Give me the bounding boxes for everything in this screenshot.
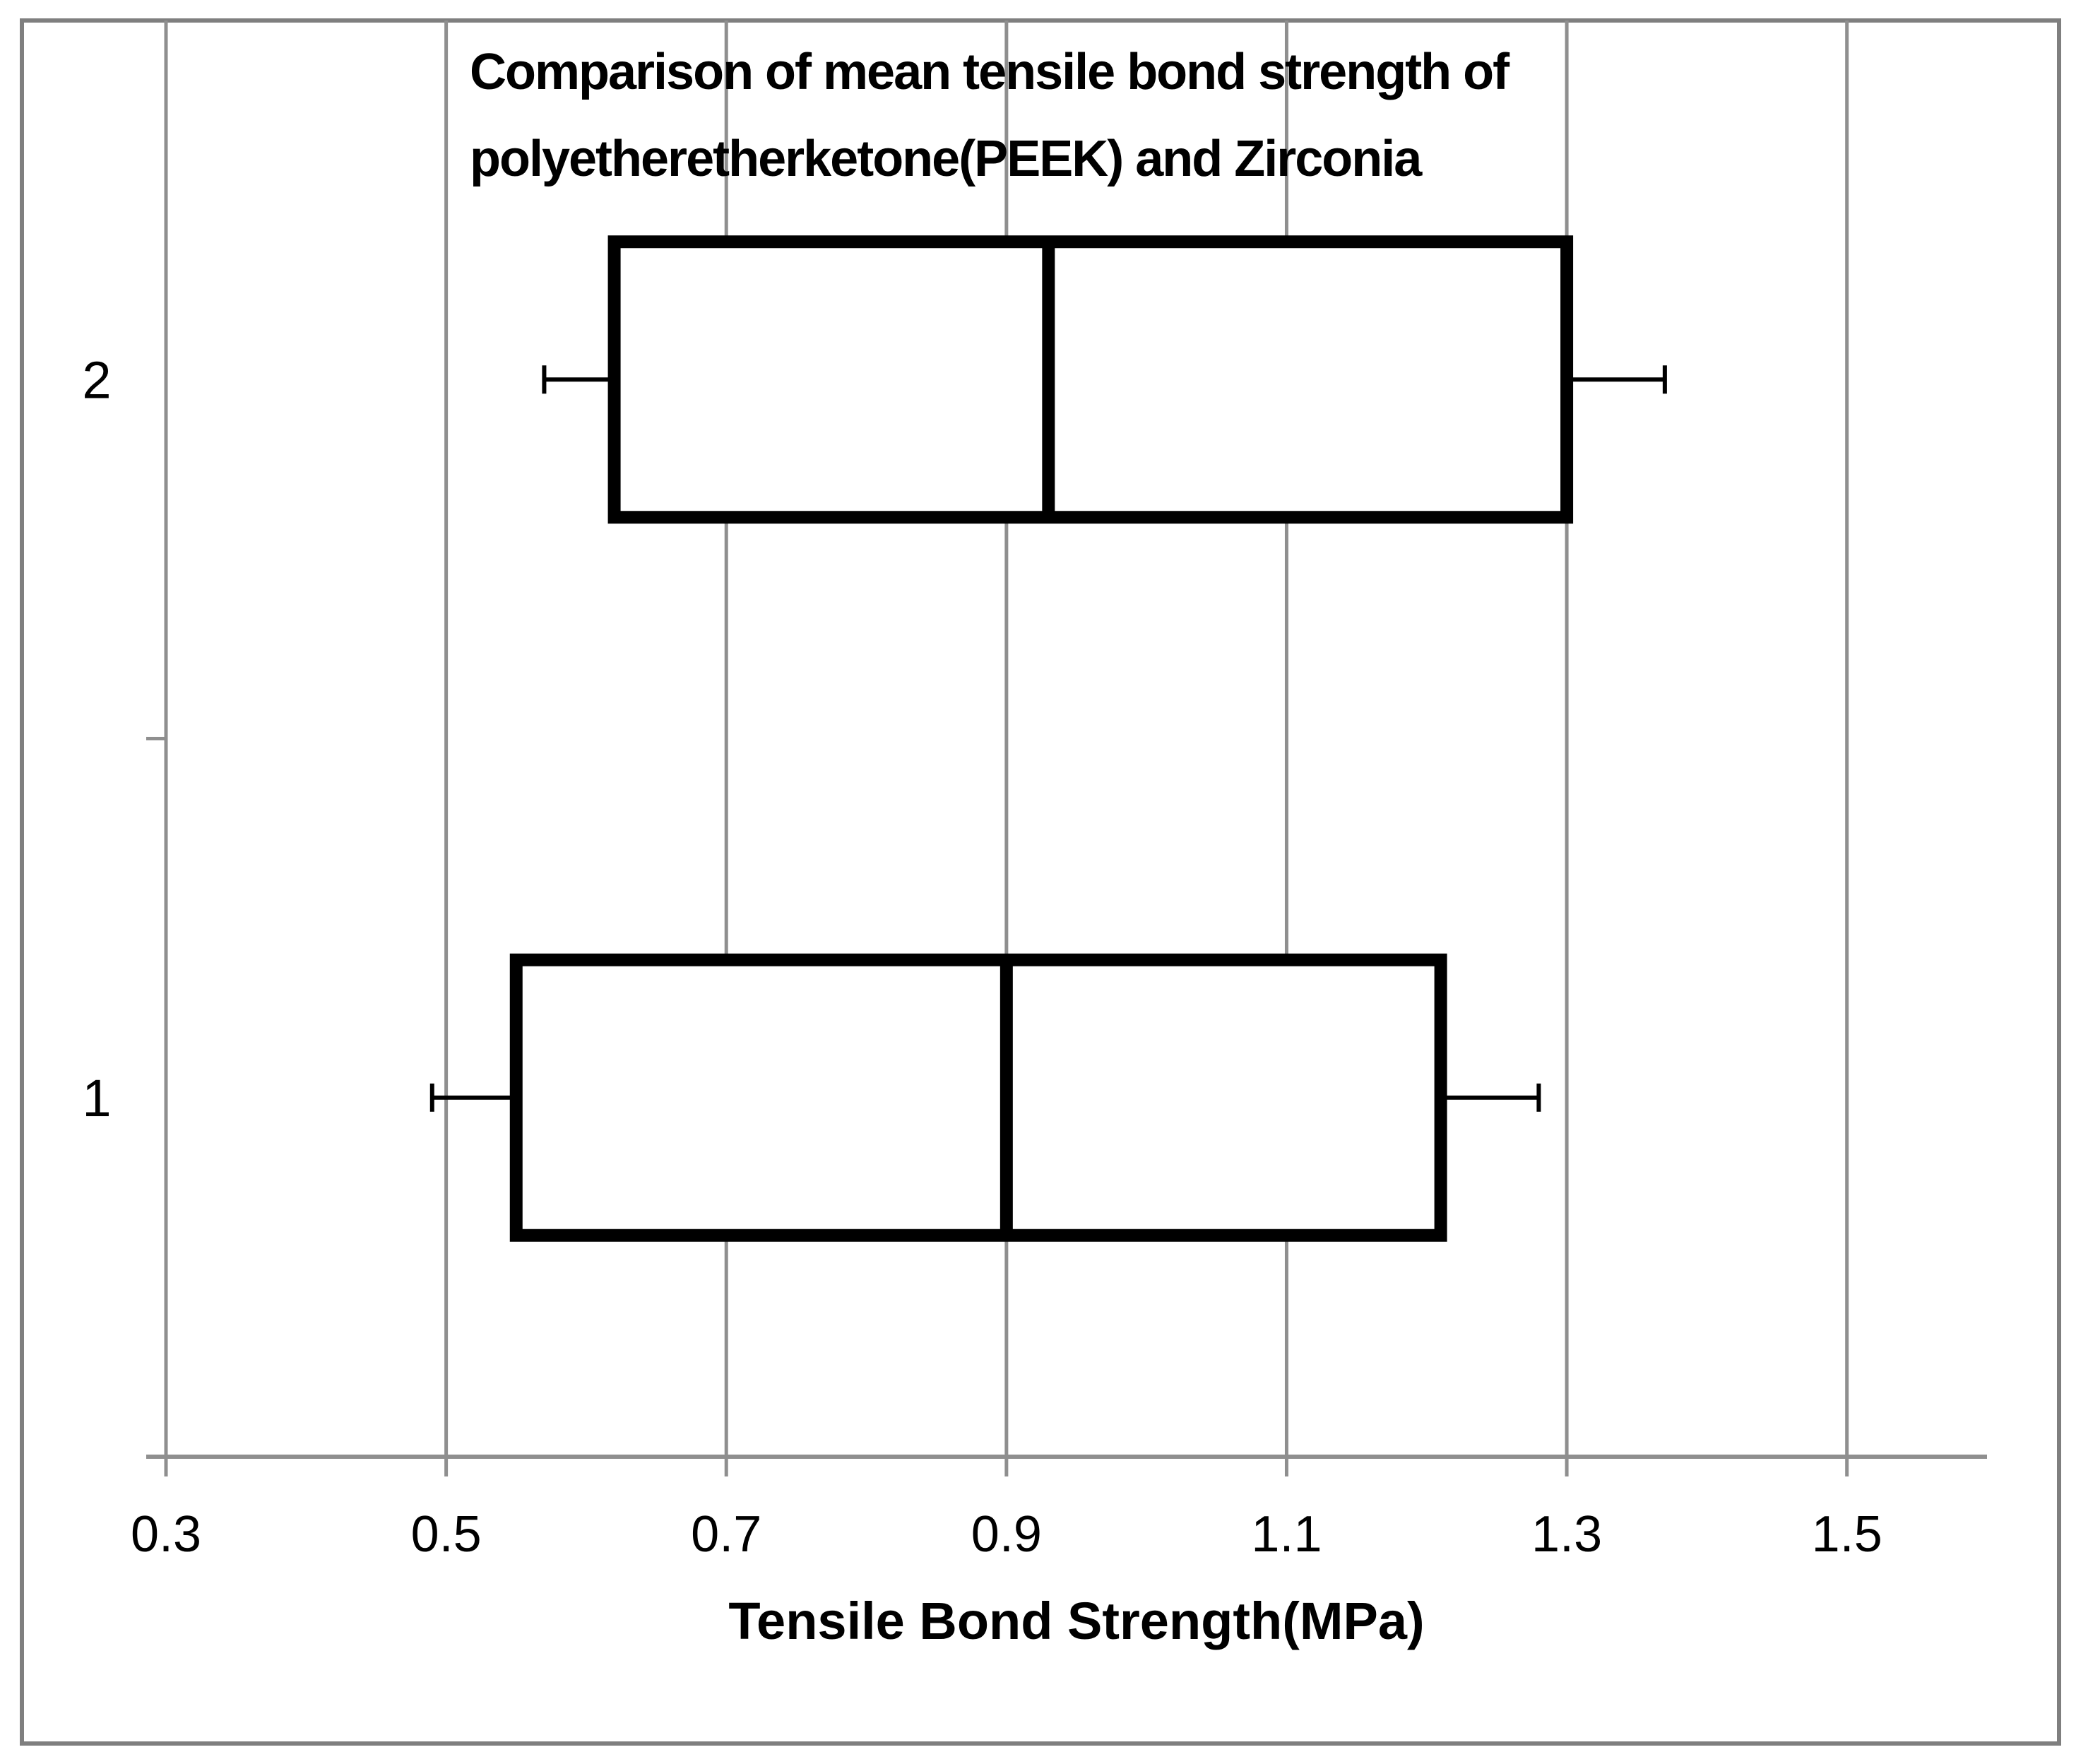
- y-axis-category-label: 1: [82, 1069, 111, 1127]
- x-axis-tick-label: 1.1: [1251, 1506, 1322, 1563]
- y-axis-category-label: 2: [82, 350, 111, 409]
- x-axis-tick-label: 1.5: [1812, 1506, 1882, 1563]
- x-axis-ticks: [164, 1457, 1849, 1476]
- x-axis-tick-labels: 0.3 0.5 0.7 0.9 1.1 1.3 1.5: [131, 1506, 1882, 1563]
- x-axis-tick-label: 0.5: [411, 1506, 482, 1563]
- box-group-1: [429, 953, 1541, 1242]
- chart-title-line-2: polyetheretherketone(PEEK) and Zirconia: [470, 131, 1423, 187]
- x-axis-tick-label: 1.3: [1531, 1506, 1602, 1563]
- box-group-2: [542, 235, 1667, 524]
- box-series: [429, 235, 1667, 1242]
- x-axis-tick-label: 0.3: [131, 1506, 201, 1563]
- box-rect: [509, 953, 1447, 1242]
- figure-border: [20, 18, 2061, 1746]
- x-axis-tick-label: 0.9: [971, 1506, 1042, 1563]
- chart-title-line-1: Comparison of mean tensile bond strength…: [470, 44, 1510, 100]
- y-axis-category-labels: 12: [82, 350, 111, 1127]
- x-axis-title: Tensile Bond Strength(MPa): [728, 1592, 1424, 1650]
- box-rect: [607, 235, 1574, 524]
- x-axis-tick-label: 0.7: [691, 1506, 761, 1563]
